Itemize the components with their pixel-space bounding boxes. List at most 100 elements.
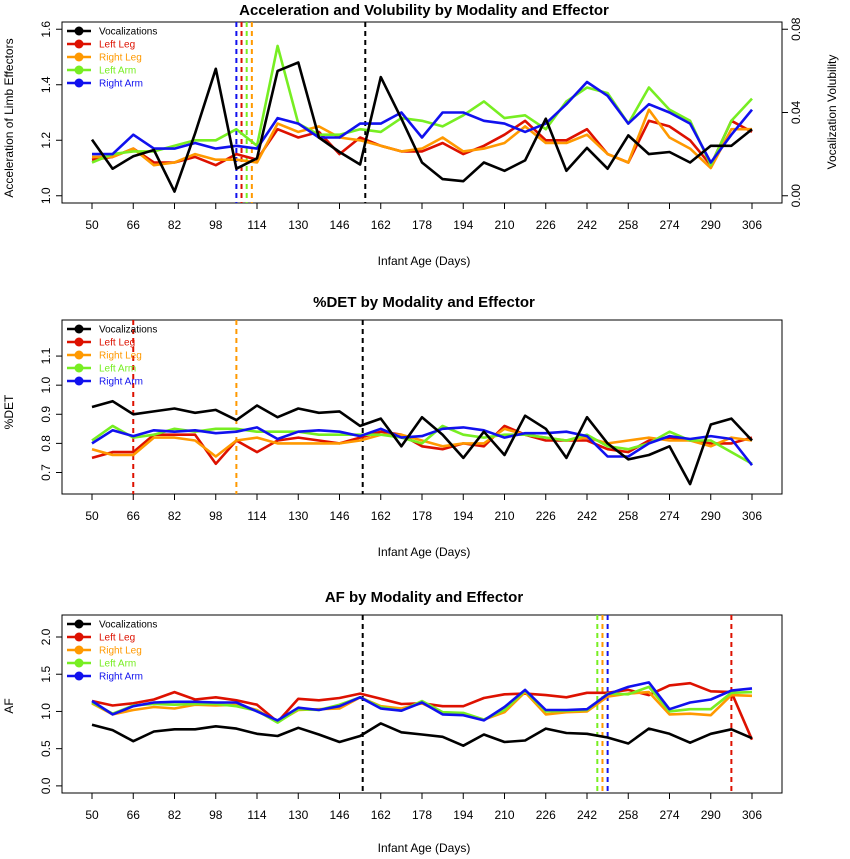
y-tick-label: 1.5: [39, 666, 53, 683]
x-tick-label: 130: [288, 808, 308, 822]
x-tick-label: 226: [536, 808, 556, 822]
y-axis: 1.0 1.2 1.4 1.6: [39, 21, 62, 204]
y-axis: 0.0 0.5 1.0 1.5 2.0: [39, 628, 62, 794]
legend-marker: [74, 350, 84, 360]
y-tick-label: 1.2: [39, 132, 53, 149]
y-axis-label: %DET: [2, 394, 16, 429]
legend-item: Left Arm: [67, 658, 136, 670]
legend-item: Right Arm: [67, 78, 143, 90]
legend-label: Right Arm: [99, 79, 143, 90]
y-axis-label: AF: [2, 698, 16, 713]
y-tick-label: 1.1: [39, 347, 53, 364]
series-line-right-arm: [92, 80, 754, 164]
plot-frame: [61, 319, 783, 495]
x-tick-label: 114: [247, 218, 266, 232]
threshold-lines: [235, 22, 367, 203]
series-line-right-arm: [91, 681, 753, 722]
legend-label: Left Leg: [99, 338, 135, 349]
y-tick-label: 0.9: [39, 406, 53, 423]
x-tick-label: 258: [618, 808, 638, 822]
x-tick-label: 274: [659, 808, 679, 822]
x-tick-label: 194: [453, 218, 473, 232]
chart-title: AF by Modality and Effector: [325, 589, 524, 606]
legend-item: Vocalizations: [67, 324, 157, 336]
x-tick-label: 146: [329, 808, 349, 822]
x-tick-label: 306: [742, 808, 762, 822]
x-tick-label: 258: [618, 218, 638, 232]
x-tick-label: 210: [494, 808, 514, 822]
x-tick-label: 178: [412, 509, 432, 523]
x-tick-label: 98: [209, 509, 223, 523]
x-tick-label: 162: [371, 808, 391, 822]
x-tick-label: 50: [85, 218, 99, 232]
legend: Vocalizations Left Leg Right Leg Left Arm Ri…: [67, 26, 157, 90]
series-line-left-leg: [91, 119, 753, 167]
x-tick-label: 114: [247, 509, 266, 523]
legend-item: Left Leg: [67, 632, 135, 644]
y-tick-label: 1.0: [39, 703, 53, 720]
x-tick-label: 210: [494, 218, 514, 232]
x-tick-label: 258: [618, 509, 638, 523]
legend-marker: [74, 632, 84, 642]
series-line-vocalizations: [91, 399, 753, 486]
x-tick-label: 290: [701, 509, 721, 523]
legend-marker: [74, 619, 84, 629]
right-y-tick-label: 0.08: [789, 17, 803, 41]
x-tick-label: 194: [453, 509, 473, 523]
legend-item: Vocalizations: [67, 26, 157, 38]
x-axis: 50 66 82 98 114 130 146 162 178 194 210 226 242 258 27…: [85, 793, 762, 822]
legend-marker: [74, 671, 84, 681]
x-tick-label: 274: [659, 509, 679, 523]
x-tick-label: 290: [701, 808, 721, 822]
legend: Vocalizations Left Leg Right Leg Left Arm Ri…: [67, 324, 157, 388]
legend-item: Right Arm: [67, 671, 143, 683]
x-tick-label: 66: [127, 218, 141, 232]
x-tick-label: 210: [494, 509, 514, 523]
y-tick-label: 2.0: [39, 628, 53, 645]
y-tick-label: 1.0: [39, 187, 53, 204]
legend-label: Vocalizations: [99, 27, 157, 38]
legend-marker: [74, 26, 84, 36]
chart-title: %DET by Modality and Effector: [313, 294, 535, 311]
x-tick-label: 226: [536, 509, 556, 523]
x-tick-label: 194: [453, 808, 473, 822]
right-y-tick-label: 0.04: [789, 100, 803, 124]
legend-label: Left Arm: [99, 659, 136, 670]
series-lines: [91, 399, 754, 486]
legend-marker: [74, 658, 84, 668]
series-lines: [90, 44, 754, 193]
x-tick-label: 50: [85, 808, 99, 822]
legend-marker: [74, 363, 84, 373]
x-tick-label: 162: [371, 218, 391, 232]
legend-item: Right Leg: [67, 645, 142, 657]
legend-label: Left Leg: [99, 40, 135, 51]
acceleration-volubility-panel: Acceleration and Volubility by Modality …: [2, 2, 839, 268]
x-tick-label: 242: [577, 218, 597, 232]
threshold-lines: [361, 615, 733, 793]
x-tick-label: 98: [209, 808, 223, 822]
series-line-vocalizations: [90, 61, 753, 193]
legend-label: Vocalizations: [99, 325, 157, 336]
series-line-left-arm: [91, 44, 753, 167]
x-tick-label: 162: [371, 509, 391, 523]
y-tick-label: 0.8: [39, 435, 53, 452]
legend-item: Left Leg: [67, 39, 135, 51]
x-tick-label: 146: [329, 509, 349, 523]
legend-label: Left Leg: [99, 633, 135, 644]
legend-marker: [74, 376, 84, 386]
x-tick-label: 290: [701, 218, 721, 232]
y-tick-label: 0.0: [39, 777, 53, 794]
x-tick-label: 306: [742, 218, 762, 232]
legend-label: Right Arm: [99, 672, 143, 683]
y-tick-label: 1.6: [39, 21, 53, 38]
x-axis-label: Infant Age (Days): [378, 841, 471, 855]
x-tick-label: 178: [412, 808, 432, 822]
right-y-axis: 0.00 0.04 0.08: [782, 17, 803, 207]
legend-label: Vocalizations: [99, 620, 157, 631]
x-tick-label: 82: [168, 509, 182, 523]
x-tick-label: 114: [247, 808, 266, 822]
series-line-right-arm: [91, 426, 754, 467]
legend-label: Right Leg: [99, 351, 142, 362]
y-tick-label: 1.0: [39, 377, 53, 394]
legend-item: Right Leg: [67, 52, 142, 64]
